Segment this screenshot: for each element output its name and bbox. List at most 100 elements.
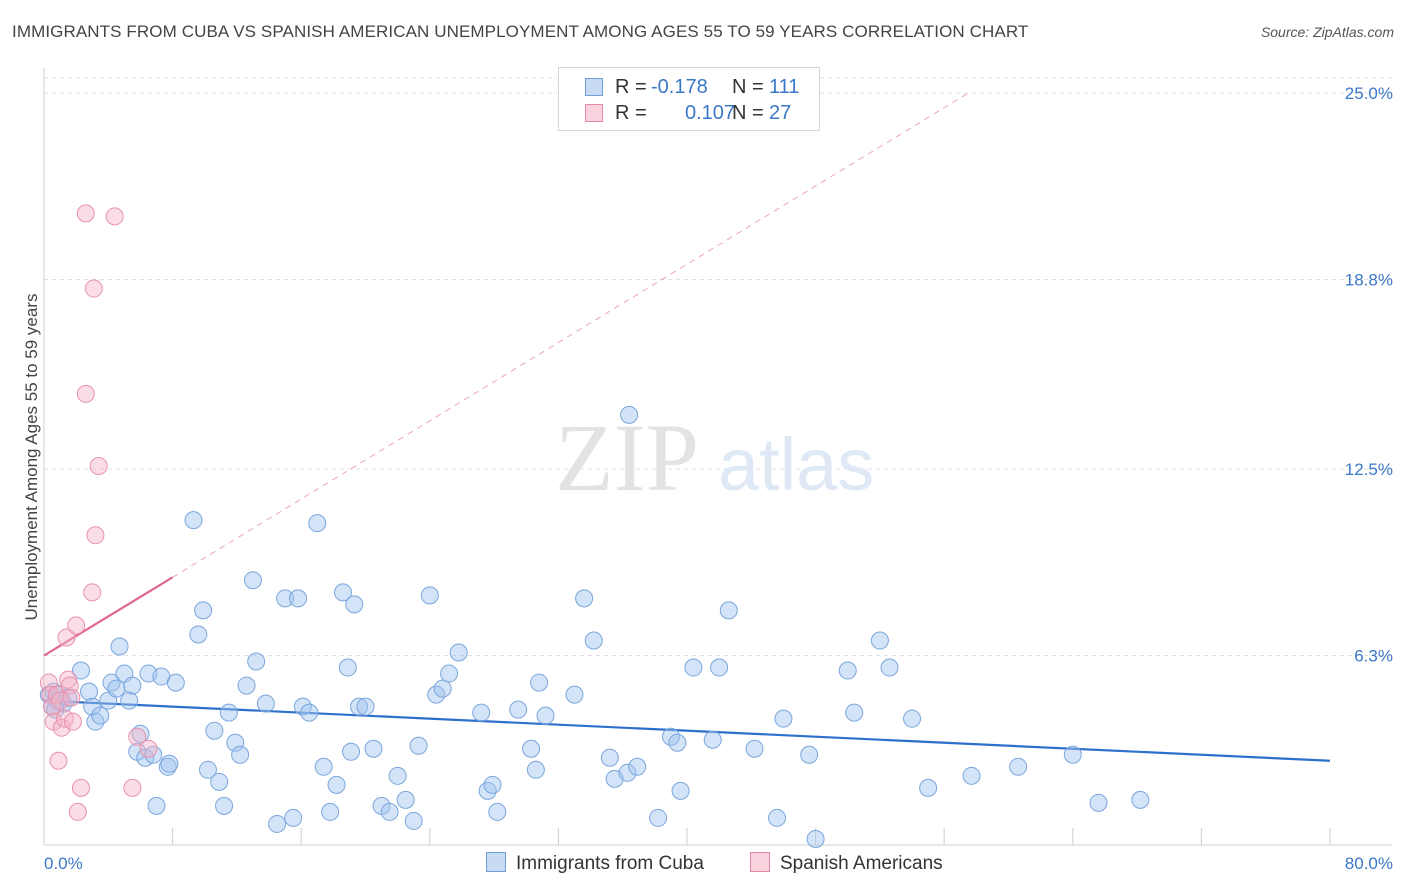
point-cuba (226, 733, 245, 752)
point-cuba (247, 652, 266, 671)
point-cuba (483, 775, 502, 794)
point-cuba (618, 763, 637, 782)
point-cuba (71, 661, 90, 680)
point-cuba (488, 802, 507, 821)
point-cuba (620, 405, 639, 424)
point-cuba (158, 757, 177, 776)
point-cuba (356, 697, 375, 716)
point-spanish (84, 279, 103, 298)
point-cuba (205, 721, 224, 740)
point-cuba (522, 739, 541, 758)
point-spanish (86, 526, 105, 545)
point-cuba (107, 679, 126, 698)
y-axis-label: Unemployment Among Ages 55 to 59 years (22, 294, 41, 621)
point-cuba (333, 583, 352, 602)
point-cuba (745, 739, 764, 758)
point-cuba (903, 709, 922, 728)
point-spanish (105, 207, 124, 226)
point-cuba (1063, 745, 1082, 764)
point-cuba (166, 673, 185, 692)
point-cuba (703, 730, 722, 749)
point-cuba (710, 658, 729, 677)
point-spanish (139, 739, 158, 758)
point-spanish (76, 204, 95, 223)
point-cuba (440, 664, 459, 683)
point-cuba (210, 772, 229, 791)
point-spanish (128, 727, 147, 746)
point-cuba (189, 625, 208, 644)
point-cuba (342, 742, 361, 761)
point-spanish (76, 384, 95, 403)
y-tick-label: 12.5% (1345, 460, 1393, 479)
point-cuba (147, 796, 166, 815)
point-cuba (268, 814, 287, 833)
point-cuba (575, 589, 594, 608)
point-cuba (838, 661, 857, 680)
point-spanish (59, 670, 78, 689)
axes (43, 68, 1392, 846)
watermark: ZIP atlas (555, 404, 874, 511)
point-cuba (509, 700, 528, 719)
legend-n-value: 111 (769, 76, 800, 98)
bottom-legend-label-cuba: Immigrants from Cuba (516, 853, 704, 874)
point-cuba (526, 760, 545, 779)
x-tick-label: 80.0% (1345, 854, 1393, 873)
point-cuba (256, 694, 275, 713)
point-cuba (284, 808, 303, 827)
point-cuba (536, 706, 555, 725)
point-cuba (327, 775, 346, 794)
point-cuba (198, 760, 217, 779)
point-cuba (1009, 757, 1028, 776)
point-spanish (67, 616, 86, 635)
point-cuba (472, 703, 491, 722)
point-cuba (276, 589, 295, 608)
point-cuba (870, 631, 889, 650)
point-cuba (433, 679, 452, 698)
point-cuba (350, 697, 369, 716)
bottom-legend-label-spanish: Spanish Americans (780, 853, 943, 874)
point-spanish (89, 457, 108, 476)
point-cuba (1089, 793, 1108, 812)
point-cuba (308, 514, 327, 533)
point-cuba (237, 676, 256, 695)
point-cuba (962, 766, 981, 785)
legend-swatch-cuba (585, 78, 603, 96)
gridlines (44, 77, 1392, 657)
point-cuba (144, 745, 163, 764)
point-cuba (194, 601, 213, 620)
legend-n-value: 27 (769, 102, 792, 124)
legend-r-value: -0.178 (651, 76, 708, 98)
point-cuba (131, 724, 150, 743)
point-cuba (628, 757, 647, 776)
point-cuba (160, 754, 179, 773)
point-spanish (51, 691, 70, 710)
point-cuba (120, 691, 139, 710)
point-cuba (649, 808, 668, 827)
point-cuba (530, 673, 549, 692)
point-spanish (57, 628, 76, 647)
point-cuba (800, 745, 819, 764)
point-cuba (565, 685, 584, 704)
trend-line-spanish (43, 576, 174, 657)
point-cuba (478, 781, 497, 800)
legend-n-label: N = (732, 102, 764, 124)
point-cuba (449, 643, 468, 662)
watermark-atlas: atlas (718, 423, 874, 506)
chart-title: IMMIGRANTS FROM CUBA VS SPANISH AMERICAN… (12, 22, 1029, 41)
point-cuba (91, 706, 110, 725)
point-spanish (49, 751, 68, 770)
trend-line-spanish-extended (172, 92, 969, 578)
point-cuba (123, 676, 142, 695)
bottom-legend-swatch-spanish (750, 852, 770, 872)
point-cuba (671, 781, 690, 800)
legend-swatch-spanish (585, 104, 603, 122)
point-cuba (584, 631, 603, 650)
bottom-legend-cuba: Immigrants from Cuba (486, 852, 704, 875)
point-cuba (300, 703, 319, 722)
legend-r-label: R = (615, 76, 647, 98)
point-cuba (86, 712, 105, 731)
point-cuba (684, 658, 703, 677)
point-cuba (919, 778, 938, 797)
legend-n-label: N = (732, 76, 764, 98)
